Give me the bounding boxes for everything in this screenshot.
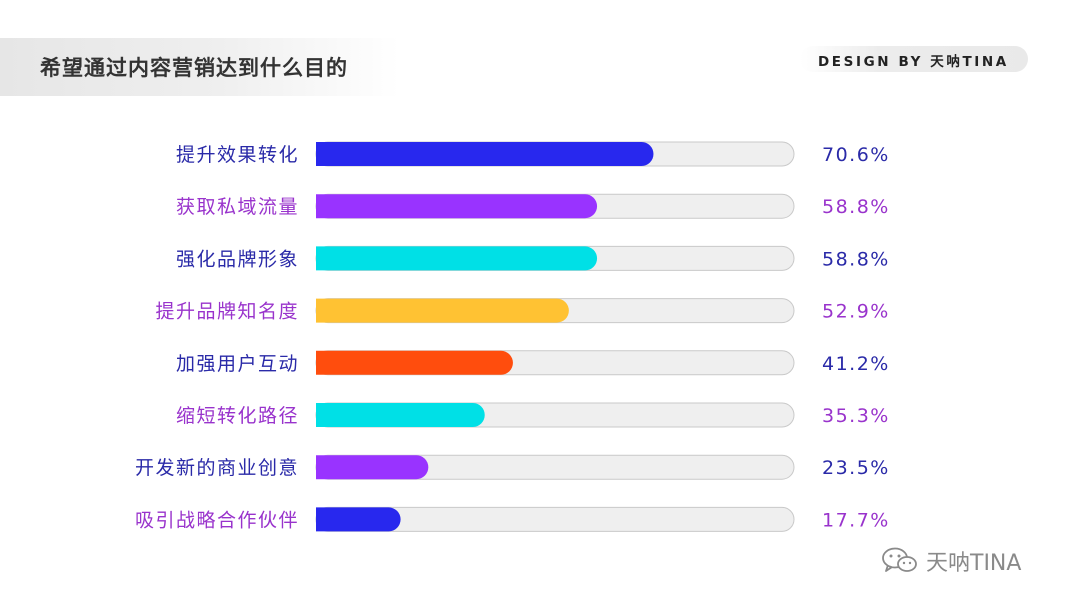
watermark-text: 天呐TINA bbox=[926, 551, 1022, 576]
bar bbox=[316, 455, 429, 480]
category-label: 缩短转化路径 bbox=[176, 405, 299, 427]
value-label: 70.6% bbox=[822, 144, 890, 166]
brand-pill bbox=[800, 46, 1028, 72]
value-label: 52.9% bbox=[822, 301, 890, 323]
category-label: 提升效果转化 bbox=[176, 144, 299, 166]
value-label: 23.5% bbox=[822, 457, 890, 479]
category-label: 吸引战略合作伙伴 bbox=[135, 509, 299, 531]
category-label: 开发新的商业创意 bbox=[135, 457, 299, 479]
value-label: 58.8% bbox=[822, 196, 890, 218]
category-label: 强化品牌形象 bbox=[176, 248, 299, 270]
bar bbox=[316, 350, 513, 375]
category-label: 提升品牌知名度 bbox=[155, 301, 299, 323]
bar bbox=[316, 194, 598, 219]
watermark: 天呐TINA bbox=[880, 545, 1021, 577]
value-label: 17.7% bbox=[822, 509, 890, 531]
value-label: 41.2% bbox=[822, 353, 890, 375]
value-label: 58.8% bbox=[822, 248, 890, 270]
bar bbox=[316, 507, 401, 532]
bar bbox=[316, 298, 569, 323]
title-band bbox=[0, 38, 400, 96]
category-label: 加强用户互动 bbox=[176, 353, 299, 375]
page-title: 希望通过内容营销达到什么目的 bbox=[40, 56, 348, 80]
bar bbox=[316, 142, 654, 166]
bar bbox=[316, 246, 598, 271]
value-label: 35.3% bbox=[822, 405, 890, 427]
wechat-icon bbox=[880, 546, 920, 576]
category-label: 获取私域流量 bbox=[176, 196, 299, 218]
brand-credit: DESIGN BY 天呐TINA bbox=[818, 54, 1009, 70]
bar bbox=[316, 403, 485, 427]
